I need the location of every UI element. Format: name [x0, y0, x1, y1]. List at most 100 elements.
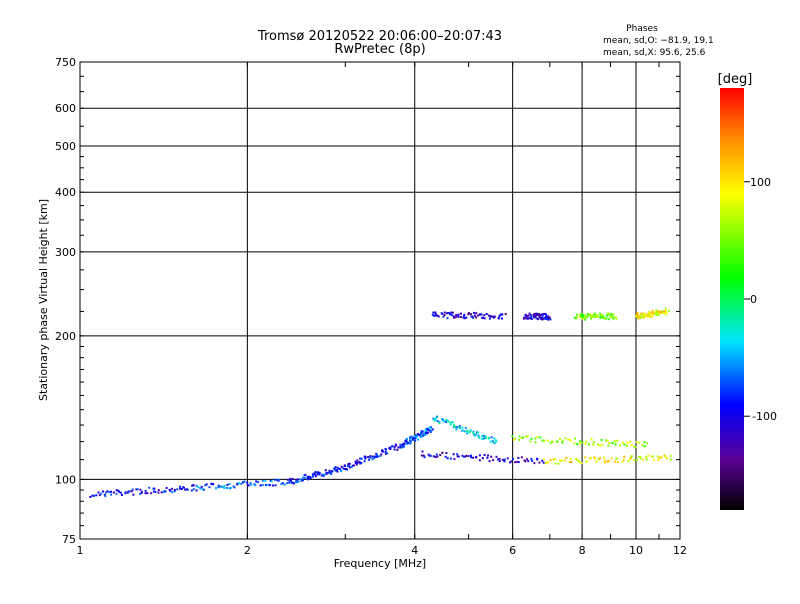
data-point: [528, 312, 531, 315]
data-point: [548, 316, 551, 319]
y-tick-label: 750: [55, 56, 76, 69]
data-point: [452, 453, 455, 456]
data-point: [455, 426, 458, 429]
data-point: [344, 464, 346, 467]
data-point: [611, 316, 614, 319]
data-point: [458, 426, 461, 429]
data-point: [544, 316, 547, 319]
data-point: [335, 469, 338, 472]
data-point: [614, 460, 617, 463]
data-point: [432, 311, 435, 314]
data-point: [423, 456, 426, 459]
data-point: [250, 483, 253, 486]
data-point: [354, 460, 357, 463]
data-point: [463, 317, 466, 320]
data-point: [110, 493, 113, 496]
data-point: [639, 456, 642, 459]
data-point: [249, 482, 252, 485]
data-point: [576, 443, 579, 445]
data-point: [509, 461, 512, 464]
data-point: [442, 419, 445, 422]
data-point: [343, 467, 346, 470]
data-point: [450, 311, 453, 314]
data-point: [520, 456, 523, 459]
data-point: [573, 442, 576, 445]
data-point: [478, 436, 481, 439]
y-tick-label: 600: [55, 102, 76, 115]
data-point: [288, 481, 291, 484]
data-point: [500, 313, 503, 316]
data-point: [115, 492, 118, 495]
data-points: [89, 307, 672, 498]
data-point: [340, 465, 343, 468]
data-point: [103, 493, 106, 496]
data-point: [246, 481, 249, 484]
data-point: [650, 455, 653, 458]
data-point: [314, 471, 317, 474]
data-point: [140, 490, 143, 493]
data-point: [449, 423, 452, 426]
data-point: [464, 427, 467, 429]
data-point: [401, 446, 404, 449]
x-tick-label: 8: [579, 544, 586, 557]
data-point: [538, 314, 541, 317]
data-point: [651, 315, 654, 318]
data-point: [358, 460, 361, 463]
y-axis-label: Stationary phase Virtual Height [km]: [37, 199, 50, 401]
data-point: [510, 460, 513, 463]
data-point: [574, 437, 577, 440]
data-point: [409, 440, 412, 443]
data-point: [384, 451, 387, 453]
data-point: [524, 460, 527, 463]
data-point: [463, 430, 466, 433]
data-point: [364, 456, 367, 459]
data-point: [393, 448, 396, 451]
data-point: [473, 311, 475, 314]
data-point: [274, 484, 277, 487]
y-tick-label: 100: [55, 473, 76, 486]
data-point: [640, 316, 643, 319]
data-point: [243, 480, 246, 483]
data-point: [303, 477, 306, 479]
data-point: [512, 458, 514, 460]
data-point: [195, 484, 198, 487]
data-point: [330, 471, 333, 474]
data-point: [413, 438, 416, 441]
data-point: [655, 312, 658, 315]
data-point: [180, 488, 183, 490]
data-point: [498, 314, 501, 317]
data-point: [337, 467, 340, 470]
data-point: [369, 456, 372, 459]
data-point: [421, 450, 424, 453]
data-point: [447, 420, 450, 423]
data-point: [534, 437, 537, 440]
data-point: [402, 442, 405, 445]
data-point: [128, 490, 131, 493]
data-point: [481, 316, 484, 319]
data-point: [581, 441, 584, 444]
data-point: [112, 491, 115, 494]
data-point: [409, 437, 412, 440]
data-point: [267, 483, 270, 486]
data-point: [483, 314, 486, 317]
data-point: [333, 467, 336, 470]
data-point: [314, 475, 317, 478]
data-point: [482, 434, 485, 437]
data-point: [546, 461, 549, 464]
data-point: [291, 478, 294, 480]
data-point: [545, 462, 548, 465]
data-point: [363, 460, 366, 463]
data-point: [599, 316, 602, 319]
data-point: [146, 492, 149, 495]
data-point: [598, 457, 601, 460]
data-point: [597, 443, 600, 446]
data-point: [610, 315, 613, 318]
data-point: [651, 455, 654, 458]
data-point: [573, 316, 576, 319]
data-point: [301, 479, 304, 482]
data-point: [472, 430, 475, 433]
data-point: [144, 492, 147, 495]
data-point: [368, 458, 371, 461]
data-point: [533, 313, 536, 316]
data-point: [127, 490, 130, 493]
